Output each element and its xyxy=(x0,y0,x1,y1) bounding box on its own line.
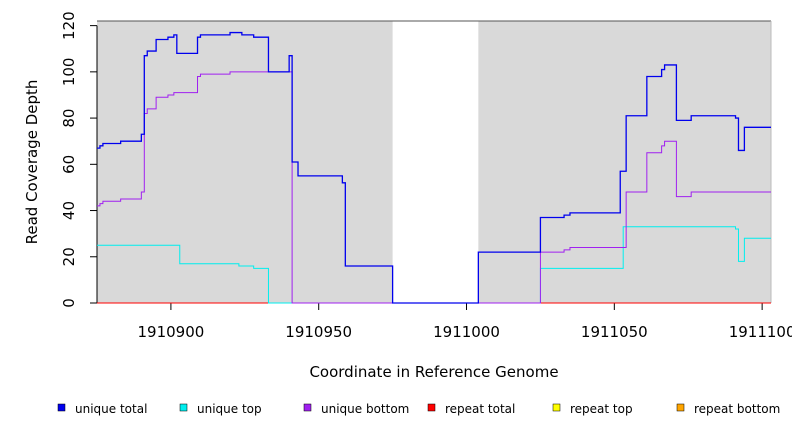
legend-swatch xyxy=(676,403,685,412)
y-tick-label: 120 xyxy=(60,11,78,40)
y-tick-label: 0 xyxy=(60,298,78,308)
legend-label: unique top xyxy=(197,402,262,416)
y-tick-label: 100 xyxy=(60,58,78,87)
legend-swatch xyxy=(179,403,188,412)
plot-background xyxy=(97,20,772,303)
shaded-region xyxy=(97,21,393,303)
x-axis-title: Coordinate in Reference Genome xyxy=(309,363,558,381)
y-axis-title: Read Coverage Depth xyxy=(23,80,41,245)
shaded-region xyxy=(478,21,771,303)
y-tick-label: 20 xyxy=(60,247,78,266)
series-line-unique-bottom xyxy=(97,71,771,304)
legend-label: unique total xyxy=(75,402,147,416)
axes: 0 20 40 60 80 100 120 1910900 1910950 1911000 1911… xyxy=(60,11,792,341)
x-tick-label: 1910950 xyxy=(285,323,352,341)
legend: unique total unique top unique bottom repea… xyxy=(57,402,780,416)
y-tick-label: 40 xyxy=(60,201,78,220)
series-line-unique-total xyxy=(97,31,771,304)
legend-label: repeat bottom xyxy=(694,402,780,416)
legend-label: repeat total xyxy=(445,402,515,416)
legend-label: repeat top xyxy=(570,402,633,416)
x-tick-label: 1911100 xyxy=(729,323,792,341)
series-lines xyxy=(97,31,771,304)
x-tick-label: 1911000 xyxy=(433,323,500,341)
y-tick-label: 60 xyxy=(60,155,78,174)
legend-label: unique bottom xyxy=(321,402,409,416)
y-tick-label: 80 xyxy=(60,109,78,128)
legend-swatch xyxy=(303,403,312,412)
legend-swatch xyxy=(57,403,66,412)
x-tick-label: 1911050 xyxy=(581,323,648,341)
legend-swatch xyxy=(552,403,561,412)
legend-swatch xyxy=(427,403,436,412)
x-tick-label: 1910900 xyxy=(137,323,204,341)
